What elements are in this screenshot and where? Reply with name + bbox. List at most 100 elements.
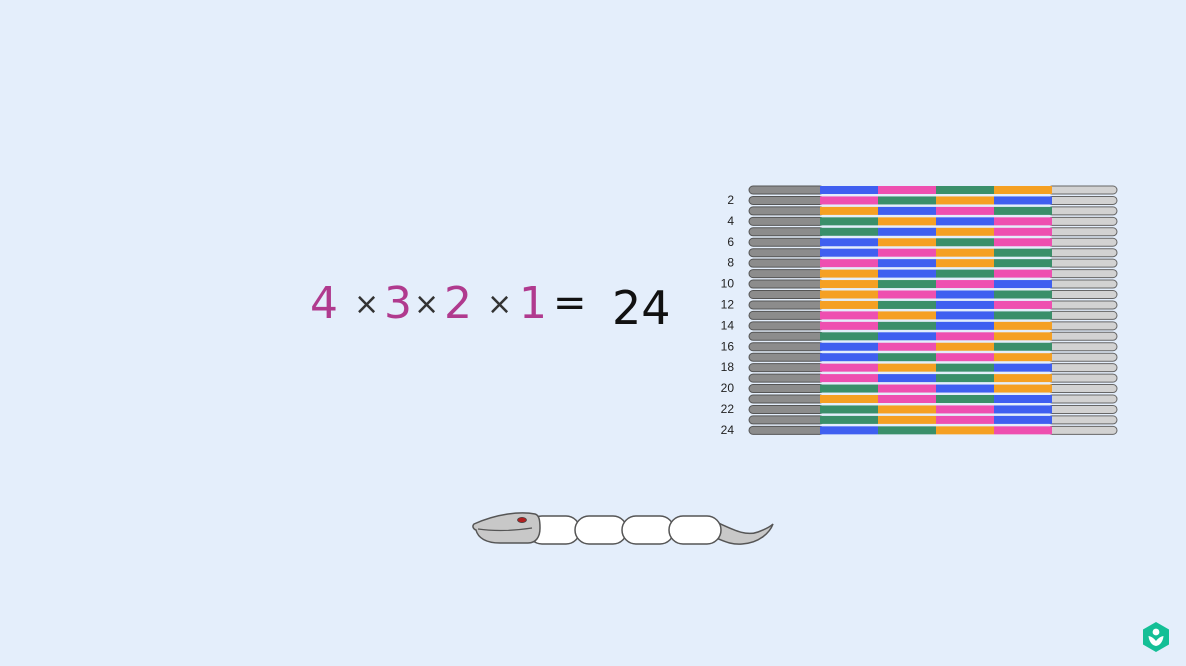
permutation-row (748, 206, 1118, 216)
permutation-row (748, 279, 1118, 289)
row-left-cap (748, 185, 825, 195)
permutation-cell (994, 395, 1052, 403)
permutation-row (748, 216, 1118, 226)
row-tick-label: 8 (727, 256, 734, 270)
row-right-cap (1047, 258, 1118, 268)
row-left-cap (748, 216, 825, 226)
permutation-cell (878, 332, 936, 341)
row-right-cap (1047, 394, 1118, 404)
row-left-cap (748, 206, 825, 216)
snake-mouth (477, 527, 533, 531)
permutation-row (748, 300, 1118, 310)
permutation-cell (936, 332, 994, 341)
permutation-row (748, 227, 1118, 237)
row-right-cap (1047, 279, 1118, 289)
permutation-cell (878, 321, 936, 330)
permutation-cell (936, 395, 994, 403)
row-left-cap (748, 290, 825, 299)
permutation-cell (878, 363, 936, 372)
permutation-cell (820, 384, 878, 393)
permutation-cell (994, 280, 1052, 289)
equation-result: 24 (612, 281, 671, 335)
permutation-cell (878, 384, 936, 393)
permutation-cell (820, 227, 878, 236)
permutation-row (748, 394, 1118, 404)
row-right-cap (1047, 373, 1118, 383)
row-left-cap (748, 363, 825, 373)
permutation-cell (994, 384, 1052, 393)
permutation-cell (820, 311, 878, 320)
row-left-cap (748, 394, 825, 404)
row-left-cap (748, 279, 825, 289)
times-operator: × (354, 287, 379, 322)
permutation-cell (936, 374, 994, 383)
row-left-cap (748, 227, 825, 237)
permutation-cell (936, 259, 994, 268)
permutation-row (748, 352, 1118, 362)
khan-academy-logo-icon (1143, 622, 1169, 652)
row-right-cap (1047, 300, 1118, 310)
permutation-cell (878, 280, 936, 289)
equation-factor: 3 (384, 278, 412, 329)
permutation-cell (878, 415, 936, 424)
permutation-row (748, 185, 1118, 195)
permutation-row (748, 290, 1118, 299)
permutation-cell (936, 405, 994, 414)
permutation-cell (878, 238, 936, 247)
permutation-cell (994, 269, 1052, 278)
permutation-cell (936, 321, 994, 330)
row-left-cap (748, 310, 825, 320)
row-right-cap (1047, 384, 1118, 394)
permutation-cell (820, 363, 878, 372)
row-tick-label: 2 (727, 193, 734, 207)
permutation-cell (820, 290, 878, 299)
permutation-cell (994, 227, 1052, 236)
row-left-cap (748, 321, 825, 331)
permutation-cell (936, 217, 994, 226)
row-right-cap (1047, 248, 1118, 258)
permutation-cell (878, 395, 936, 403)
row-left-cap (748, 248, 825, 258)
permutation-row (748, 269, 1118, 279)
row-right-cap (1047, 269, 1118, 279)
permutation-row (748, 425, 1118, 435)
permutation-cell (994, 300, 1052, 309)
row-tick-label: 22 (721, 402, 735, 416)
row-tick-label: 18 (721, 360, 735, 374)
permutation-cell (878, 217, 936, 226)
permutation-row (748, 363, 1118, 373)
permutation-row (748, 384, 1118, 394)
row-right-cap (1047, 342, 1118, 352)
permutation-cell (994, 321, 1052, 330)
permutation-cell (878, 186, 936, 194)
row-left-cap (748, 195, 825, 205)
row-left-cap (748, 300, 825, 310)
permutation-cell (820, 206, 878, 215)
permutation-cell (820, 259, 878, 268)
permutation-cell (878, 269, 936, 278)
permutation-cell (820, 248, 878, 257)
permutation-row (748, 310, 1118, 320)
row-tick-label: 24 (721, 423, 735, 437)
permutation-cell (878, 206, 936, 215)
row-right-cap (1047, 331, 1118, 341)
permutation-cell (936, 248, 994, 257)
row-tick-label: 12 (721, 297, 735, 311)
permutation-cell (820, 217, 878, 226)
permutation-cell (994, 353, 1052, 362)
row-left-cap (748, 269, 825, 279)
row-right-cap (1047, 185, 1118, 195)
permutation-cell (936, 238, 994, 247)
row-right-cap (1047, 195, 1118, 205)
permutation-cell (820, 405, 878, 414)
permutation-row (748, 248, 1118, 258)
permutation-cell (878, 290, 936, 299)
row-left-cap (748, 258, 825, 268)
snake-body-segment (668, 515, 722, 545)
row-tick-label: 16 (721, 339, 735, 353)
permutation-cell (994, 363, 1052, 372)
row-right-cap (1047, 310, 1118, 320)
permutation-cell (820, 321, 878, 330)
permutation-row (748, 237, 1118, 247)
